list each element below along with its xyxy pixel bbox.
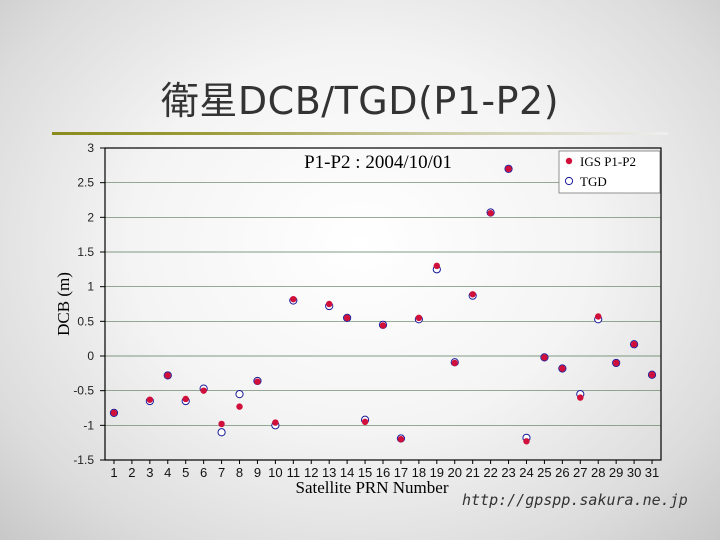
igs-point <box>648 371 656 378</box>
y-tick-label: -0.5 <box>73 384 94 398</box>
igs-point <box>200 387 207 394</box>
x-tick-label: 10 <box>268 465 282 480</box>
igs-point <box>577 394 584 401</box>
legend-box <box>558 150 661 194</box>
x-axis-ticks: 1 2 3 4 5 6 7 8 9 10 11 12 13 14 15 16 17 18 19 20 21 22 23 24 2… <box>110 460 659 480</box>
igs-point <box>343 314 351 322</box>
x-tick-label: 20 <box>448 465 462 480</box>
y-tick-label: 0.5 <box>77 314 94 328</box>
y-tick-label: -1.5 <box>73 453 94 467</box>
y-axis-ticks: -1.5 -1 -0.5 0 0.5 1 1.5 2 2.5 3 <box>73 141 105 467</box>
tgd-point <box>217 428 226 437</box>
igs-point <box>487 209 494 217</box>
x-tick-label: 24 <box>519 465 533 480</box>
igs-point <box>218 420 225 428</box>
legend-tgd-marker <box>564 176 574 186</box>
x-tick-label: 2 <box>128 465 135 480</box>
igs-point <box>361 418 369 426</box>
igs-point <box>595 313 602 320</box>
igs-point <box>236 403 243 410</box>
x-tick-label: 14 <box>340 465 354 480</box>
igs-point <box>110 409 118 417</box>
x-tick-label: 26 <box>555 465 569 480</box>
x-tick-label: 13 <box>322 465 336 480</box>
x-tick-label: 1 <box>110 465 117 480</box>
x-tick-label: 15 <box>358 465 372 480</box>
slide-title: 衛星DCB/TGD(P1-P2) <box>160 79 560 123</box>
igs-point <box>559 365 566 372</box>
x-tick-label: 19 <box>430 465 444 480</box>
igs-point <box>182 395 189 403</box>
igs-point <box>379 322 387 329</box>
x-tick-label: 3 <box>146 465 153 480</box>
igs-point <box>433 262 441 270</box>
x-tick-label: 9 <box>254 465 261 480</box>
title-divider <box>52 132 668 135</box>
igs-point <box>541 354 548 361</box>
igs-point <box>290 295 297 303</box>
y-tick-label: 2.5 <box>77 176 94 190</box>
x-tick-label: 31 <box>645 465 659 480</box>
x-tick-label: 16 <box>376 465 390 480</box>
chart-legend: IGS P1-P2 TGD <box>558 150 661 194</box>
x-tick-label: 11 <box>287 465 301 480</box>
x-tick-label: 27 <box>573 465 587 480</box>
x-tick-label: 17 <box>394 465 408 480</box>
igs-series <box>110 165 656 445</box>
y-tick-label: 1.5 <box>77 245 94 259</box>
x-tick-label: 22 <box>483 465 497 480</box>
legend-tgd-label: TGD <box>580 174 607 189</box>
igs-point <box>630 341 638 348</box>
legend-igs-marker <box>565 157 573 165</box>
gridlines <box>105 182 661 426</box>
y-axis-label: DCB (m) <box>54 272 73 336</box>
igs-point <box>325 300 333 308</box>
x-tick-label: 21 <box>465 465 479 480</box>
x-tick-label: 6 <box>200 465 207 480</box>
plot-frame <box>104 147 662 461</box>
y-tick-label: 3 <box>87 141 94 155</box>
igs-point <box>505 165 512 172</box>
igs-point <box>451 359 458 367</box>
x-tick-label: 30 <box>627 465 641 480</box>
igs-point <box>523 438 530 445</box>
x-tick-label: 4 <box>164 465 171 480</box>
y-tick-label: 2 <box>87 210 94 224</box>
x-axis-label: Satellite PRN Number <box>296 478 449 497</box>
x-tick-label: 5 <box>182 465 189 480</box>
x-tick-label: 28 <box>591 465 605 480</box>
footer-url: http://gpspp.sakura.ne.jp <box>462 491 688 509</box>
x-tick-label: 18 <box>412 465 426 480</box>
igs-point <box>612 359 620 367</box>
igs-point <box>469 291 476 298</box>
x-tick-label: 7 <box>218 465 225 480</box>
tgd-series <box>109 164 657 443</box>
igs-point <box>254 378 261 385</box>
y-tick-label: 0 <box>87 349 94 363</box>
y-tick-label: -1 <box>83 418 94 432</box>
y-tick-label: 1 <box>87 280 94 294</box>
x-tick-label: 29 <box>609 465 623 480</box>
x-tick-label: 8 <box>236 465 243 480</box>
igs-point <box>272 419 279 426</box>
x-tick-label: 12 <box>304 465 318 480</box>
igs-point <box>415 314 423 322</box>
legend-igs-label: IGS P1-P2 <box>580 154 636 169</box>
x-tick-label: 23 <box>501 465 515 480</box>
chart-title: P1-P2 : 2004/10/01 <box>304 152 452 173</box>
tgd-point <box>235 390 244 399</box>
x-tick-label: 25 <box>537 465 551 480</box>
igs-point <box>164 372 171 379</box>
igs-point <box>397 436 405 443</box>
igs-point <box>146 396 154 403</box>
